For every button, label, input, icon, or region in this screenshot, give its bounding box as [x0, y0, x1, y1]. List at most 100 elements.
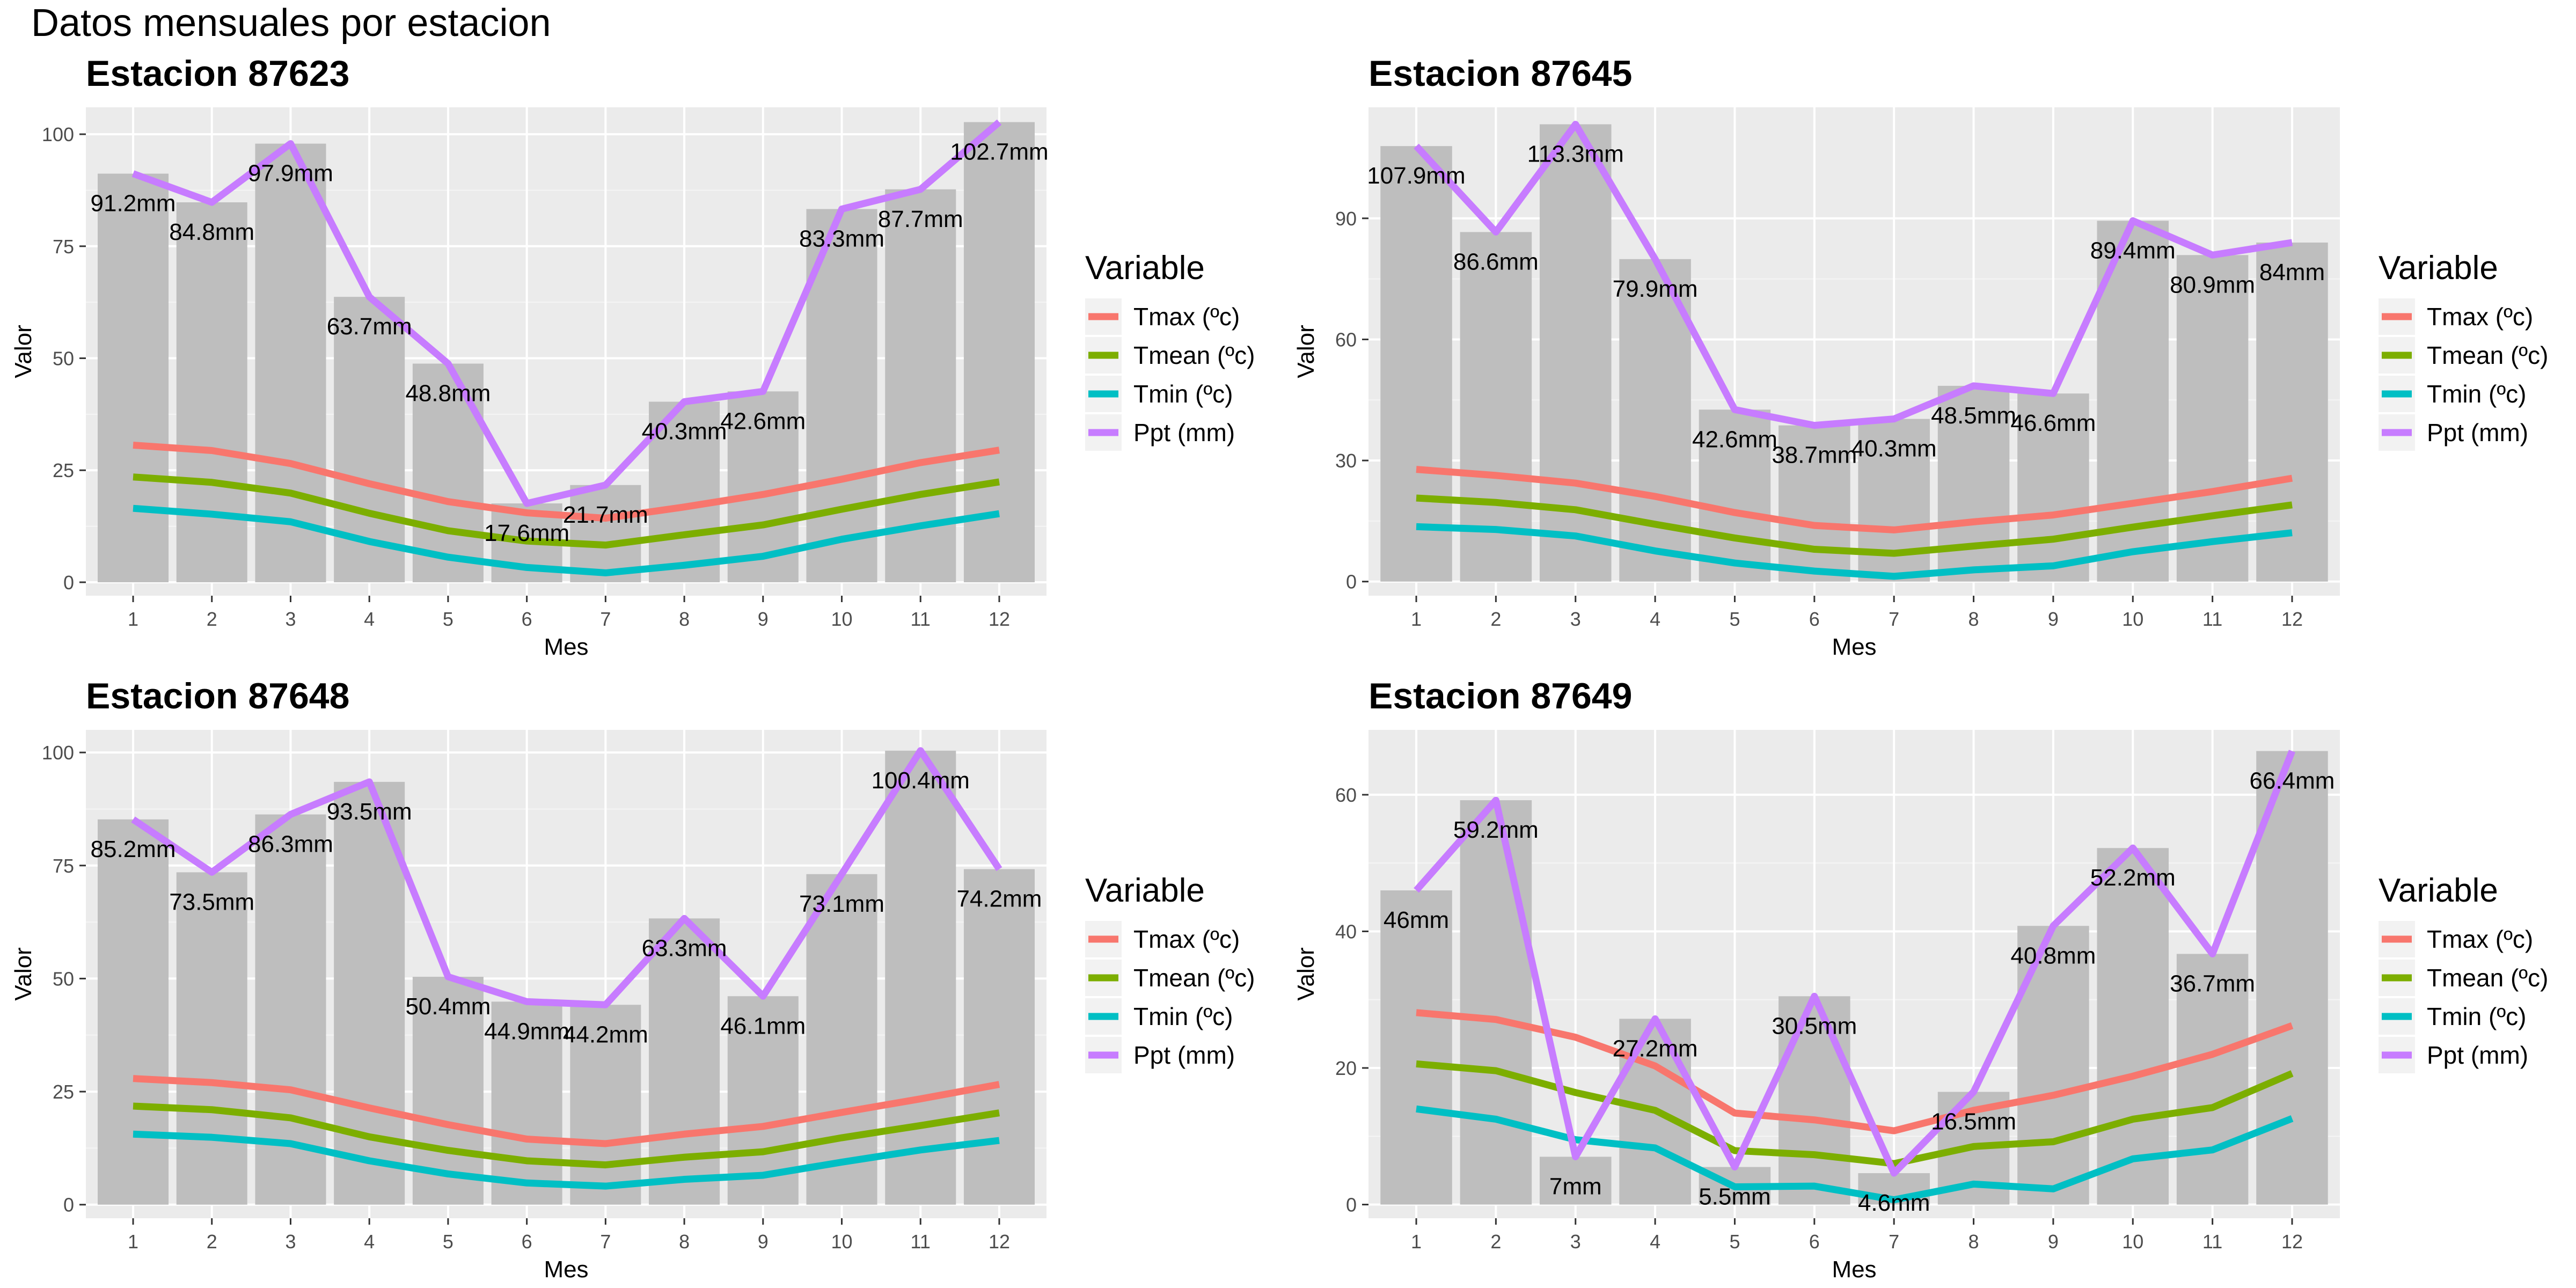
y-tick-label: 30	[1335, 450, 1357, 472]
bar-label: 87.7mm	[878, 206, 963, 232]
x-tick-label: 10	[2122, 608, 2143, 630]
series-line	[133, 442, 1000, 522]
x-tick-label: 5	[1729, 1231, 1740, 1253]
x-axis-title: Mes	[1832, 634, 1876, 660]
precip-bar	[649, 401, 720, 582]
bar-label: 93.5mm	[327, 799, 412, 825]
x-tick-label: 7	[1889, 1231, 1899, 1253]
precip-bar	[1699, 409, 1771, 582]
page-title: Datos mensuales por estacion	[31, 2, 551, 45]
series-line	[1414, 750, 2296, 1177]
series-line	[131, 119, 1002, 507]
bar-label: 21.7mm	[563, 502, 648, 528]
series-line	[1416, 494, 2293, 557]
y-axis-title: Valor	[1293, 325, 1319, 378]
bar-label: 73.1mm	[799, 891, 884, 917]
y-tick-label: 75	[53, 236, 74, 258]
y-tick-label: 0	[63, 572, 74, 594]
bar-label: 42.6mm	[1692, 426, 1777, 452]
bar-label: 83.3mm	[799, 226, 884, 252]
legend-label: Tmean (ºc)	[1133, 341, 1255, 369]
precip-bar	[570, 1005, 641, 1205]
legend-title: Variable	[2379, 250, 2498, 287]
x-tick-label: 12	[2281, 608, 2303, 630]
bar-label: 46mm	[1384, 907, 1449, 933]
x-axis-title: Mes	[1832, 1256, 1876, 1283]
series-line	[1416, 523, 2293, 580]
y-tick-label: 90	[1335, 208, 1357, 230]
series-line	[131, 747, 1002, 1008]
legend-label: Ppt (mm)	[2427, 419, 2528, 447]
x-tick-label: 4	[364, 1231, 375, 1253]
bar-label: 40.8mm	[2010, 942, 2096, 969]
bar-label: 50.4mm	[405, 993, 491, 1020]
precip-bar	[885, 750, 956, 1205]
series-line	[1416, 1105, 2294, 1204]
legend: Variable Tmax (ºc) Tmean (ºc) Tmin (ºc) Ppt …	[1085, 872, 1255, 1073]
precip-bar	[176, 202, 247, 582]
x-tick-label: 9	[758, 1231, 769, 1253]
series-line	[133, 504, 1000, 576]
legend-title: Variable	[1085, 250, 1205, 287]
series-line	[133, 1075, 1000, 1147]
panel-1: Estacion 8762391.2mm84.8mm97.9mm63.7mm48…	[10, 53, 1255, 660]
legend-title: Variable	[2379, 872, 2498, 909]
x-tick-label: 6	[1809, 1231, 1820, 1253]
bar-label: 84.8mm	[169, 219, 254, 245]
bar-label: 86.3mm	[248, 831, 333, 858]
y-tick-label: 100	[42, 742, 74, 764]
bar-label: 40.3mm	[642, 419, 727, 445]
legend-label: Tmean (ºc)	[2427, 341, 2548, 369]
bar-label: 5.5mm	[1699, 1184, 1770, 1210]
bar-label: 102.7mm	[950, 139, 1048, 165]
x-tick-label: 12	[989, 608, 1010, 630]
bar-label: 100.4mm	[872, 767, 970, 794]
bar-label: 36.7mm	[2170, 970, 2255, 997]
precip-bar	[963, 869, 1035, 1205]
bar-label: 107.9mm	[1367, 163, 1465, 189]
x-tick-label: 3	[285, 608, 296, 630]
bar-label: 89.4mm	[2090, 237, 2176, 264]
x-tick-label: 6	[1809, 608, 1820, 630]
precip-bar	[963, 122, 1035, 582]
legend-label: Tmax (ºc)	[1133, 303, 1240, 331]
x-tick-label: 7	[1889, 608, 1899, 630]
x-tick-label: 4	[364, 608, 375, 630]
bar-label: 84mm	[2259, 259, 2325, 286]
bar-label: 42.6mm	[720, 408, 806, 434]
x-tick-label: 9	[2048, 1231, 2059, 1253]
bar-label: 113.3mm	[1527, 141, 1624, 167]
bar-label: 46.1mm	[720, 1013, 806, 1039]
panel-title: Estacion 87623	[86, 53, 349, 94]
series-line	[133, 1102, 1000, 1169]
x-tick-label: 10	[831, 1231, 853, 1253]
panel-3: Estacion 8764885.2mm73.5mm86.3mm93.5mm50…	[10, 676, 1255, 1283]
precip-bar	[2097, 848, 2169, 1205]
bar-label: 48.8mm	[405, 380, 491, 407]
x-tick-label: 11	[911, 608, 931, 630]
x-tick-label: 8	[1968, 608, 1979, 630]
bar-label: 74.2mm	[956, 886, 1042, 912]
legend-label: Tmin (ºc)	[1133, 380, 1233, 408]
x-tick-label: 2	[1490, 1231, 1501, 1253]
bar-label: 7mm	[1549, 1173, 1602, 1199]
precip-bar	[2176, 954, 2249, 1205]
x-tick-label: 1	[128, 1231, 138, 1253]
x-tick-label: 12	[2281, 1231, 2303, 1253]
y-tick-label: 75	[53, 855, 74, 877]
bar-label: 48.5mm	[1931, 402, 2016, 429]
bar-label: 63.3mm	[642, 935, 727, 961]
y-axis-title: Valor	[1293, 947, 1319, 1000]
bar-label: 38.7mm	[1772, 442, 1857, 469]
bar-label: 91.2mm	[91, 191, 176, 217]
precip-bar	[2256, 242, 2328, 582]
x-tick-label: 12	[989, 1231, 1010, 1253]
x-tick-label: 8	[1968, 1231, 1979, 1253]
series-line	[1416, 1009, 2294, 1135]
bar-label: 46.6mm	[2010, 410, 2096, 436]
panel-title: Estacion 87649	[1368, 676, 1632, 716]
x-tick-label: 1	[1411, 608, 1422, 630]
legend-label: Tmin (ºc)	[1133, 1002, 1233, 1030]
x-tick-label: 4	[1650, 608, 1660, 630]
x-tick-label: 3	[285, 1231, 296, 1253]
